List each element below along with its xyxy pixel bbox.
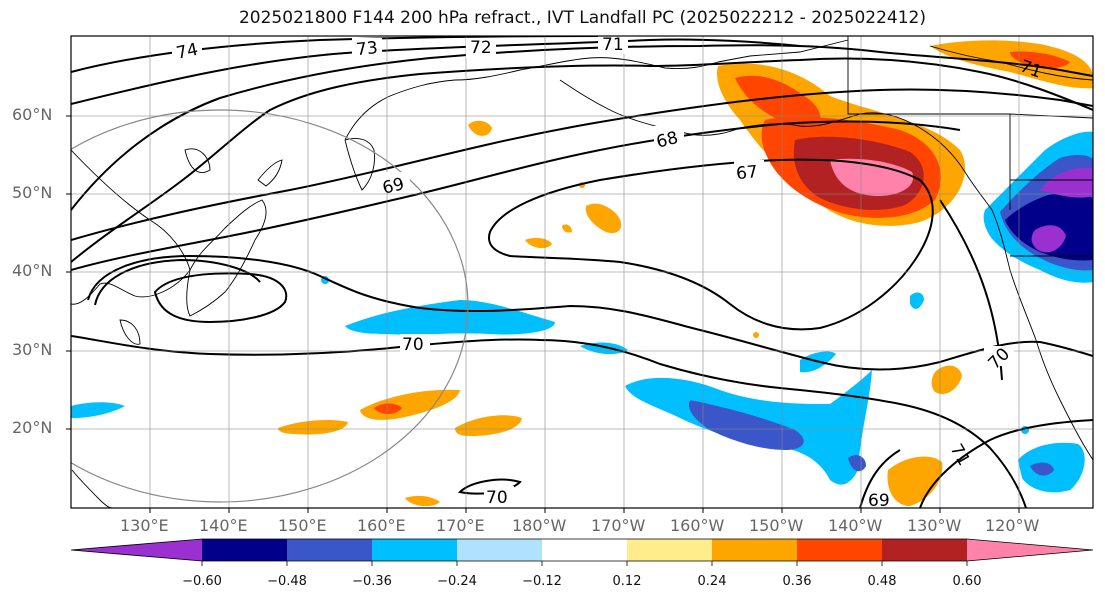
colorbar-segment bbox=[202, 539, 287, 561]
lat-label: 20°N bbox=[12, 418, 53, 437]
colorbar-segment bbox=[882, 539, 967, 561]
lon-label: 150°E bbox=[278, 516, 327, 535]
contour-label: 72 bbox=[470, 38, 492, 58]
colorbar-segment bbox=[71, 539, 202, 561]
lon-label: 120°W bbox=[985, 516, 1040, 535]
colorbar-tick-label: −0.24 bbox=[437, 574, 477, 589]
colorbar-tick-label: 0.60 bbox=[952, 574, 982, 589]
colorbar-tick-label: −0.48 bbox=[267, 574, 307, 589]
lon-label: 150°W bbox=[749, 516, 804, 535]
colorbar-segment bbox=[372, 539, 457, 561]
contour-label: 67 bbox=[735, 162, 759, 184]
gridlines bbox=[71, 36, 1093, 508]
colorbar-segment bbox=[712, 539, 797, 561]
lon-label: 180°W bbox=[512, 516, 567, 535]
lon-label: 160°E bbox=[357, 516, 406, 535]
lon-label: 130°W bbox=[907, 516, 962, 535]
contour-labels: 74 73 72 71 71 68 69 67 70 70 71 70 69 bbox=[172, 35, 1044, 511]
colorbar-tick-label: −0.60 bbox=[182, 574, 222, 589]
colorbar-segment bbox=[542, 539, 627, 561]
lon-label: 130°E bbox=[120, 516, 169, 535]
colorbar bbox=[70, 538, 1094, 566]
lat-label: 30°N bbox=[12, 340, 53, 359]
colorbar-segment bbox=[287, 539, 372, 561]
lat-label: 60°N bbox=[12, 105, 53, 124]
colorbar-tick-label: 0.48 bbox=[867, 574, 897, 589]
contour-label: 70 bbox=[486, 488, 508, 508]
lon-label: 140°W bbox=[828, 516, 883, 535]
colorbar-tick-label: −0.36 bbox=[352, 574, 392, 589]
contour-label: 74 bbox=[175, 40, 200, 64]
colorbar-segment bbox=[967, 539, 1093, 561]
colorbar-segment bbox=[457, 539, 542, 561]
lon-label: 160°W bbox=[670, 516, 725, 535]
colorbar-tick-label: 0.12 bbox=[612, 574, 642, 589]
colorbar-tick-label: 0.36 bbox=[782, 574, 812, 589]
map-title: 2025021800 F144 200 hPa refract., IVT La… bbox=[238, 8, 926, 28]
colorbar-segment bbox=[797, 539, 882, 561]
lat-label: 40°N bbox=[12, 261, 53, 280]
contour-label: 70 bbox=[402, 335, 424, 355]
contour-label: 69 bbox=[868, 491, 890, 511]
lon-label: 140°E bbox=[199, 516, 248, 535]
reference-circle bbox=[71, 109, 469, 503]
lon-label: 170°W bbox=[591, 516, 646, 535]
contours bbox=[71, 36, 1093, 508]
contour-label: 71 bbox=[602, 35, 624, 55]
lat-label: 50°N bbox=[12, 183, 53, 202]
colorbar-tick-label: −0.12 bbox=[522, 574, 562, 589]
lon-label: 170°E bbox=[436, 516, 485, 535]
shading-negative bbox=[71, 131, 1093, 493]
colorbar-segment bbox=[627, 539, 712, 561]
colorbar-tick-label: 0.24 bbox=[697, 574, 727, 589]
axis-ticks bbox=[66, 115, 1020, 513]
contour-label: 73 bbox=[355, 38, 379, 60]
